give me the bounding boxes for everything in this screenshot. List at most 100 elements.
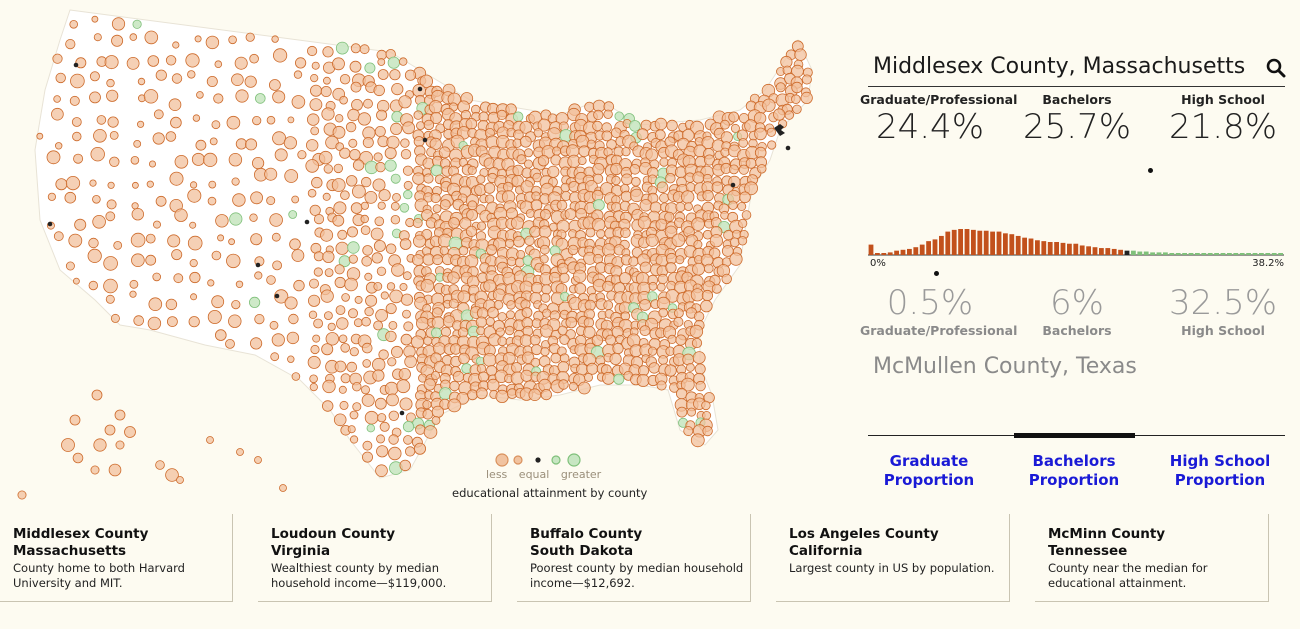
- county-bubble[interactable]: [385, 330, 397, 343]
- county-bubble[interactable]: [111, 34, 124, 47]
- county-bubble[interactable]: [346, 361, 358, 373]
- county-bubble[interactable]: [189, 271, 201, 284]
- county-bubble[interactable]: [322, 192, 331, 201]
- county-bubble[interactable]: [691, 337, 703, 349]
- county-bubble[interactable]: [390, 214, 401, 225]
- county-bubble[interactable]: [711, 283, 722, 294]
- county-bubble[interactable]: [254, 93, 266, 104]
- county-bubble[interactable]: [171, 73, 183, 84]
- county-bubble[interactable]: [690, 288, 705, 302]
- county-bubble[interactable]: [431, 316, 445, 330]
- county-bubble[interactable]: [648, 281, 658, 291]
- histogram-bar[interactable]: [1239, 253, 1245, 255]
- county-bubble[interactable]: [404, 446, 416, 457]
- county-bubble[interactable]: [447, 398, 462, 413]
- attainment-histogram[interactable]: [868, 225, 1288, 260]
- county-bubble[interactable]: [452, 370, 465, 383]
- county-bubble[interactable]: [291, 249, 305, 262]
- histogram-bar[interactable]: [1150, 252, 1155, 255]
- county-bubble[interactable]: [291, 95, 306, 109]
- county-bubble[interactable]: [235, 280, 244, 288]
- county-bubble[interactable]: [657, 273, 669, 285]
- county-bubble[interactable]: [264, 167, 278, 181]
- county-bubble[interactable]: [373, 281, 383, 291]
- county-bubble[interactable]: [269, 320, 279, 330]
- county-bubble[interactable]: [334, 360, 347, 373]
- county-bubble[interactable]: [313, 318, 324, 329]
- county-bubble[interactable]: [340, 190, 350, 201]
- histogram-bar[interactable]: [932, 239, 938, 255]
- county-bubble[interactable]: [92, 215, 106, 229]
- county-bubble[interactable]: [429, 137, 442, 150]
- county-bubble[interactable]: [254, 313, 265, 325]
- histogram-bar[interactable]: [1143, 251, 1149, 255]
- county-bubble[interactable]: [687, 407, 697, 417]
- county-bubble[interactable]: [155, 460, 165, 470]
- county-bubble[interactable]: [106, 199, 117, 210]
- county-bubble[interactable]: [423, 425, 438, 439]
- county-bubble[interactable]: [376, 266, 387, 277]
- county-bubble[interactable]: [307, 294, 321, 307]
- county-bubble[interactable]: [675, 334, 687, 346]
- county-bubble[interactable]: [74, 218, 87, 231]
- county-bubble[interactable]: [693, 239, 703, 249]
- county-bubble[interactable]: [702, 425, 713, 437]
- county-bubble[interactable]: [610, 162, 623, 176]
- county-bubble[interactable]: [656, 181, 669, 194]
- histogram-bar[interactable]: [951, 229, 957, 255]
- county-bubble[interactable]: [506, 300, 516, 310]
- histogram-bar[interactable]: [1207, 253, 1213, 255]
- county-bubble[interactable]: [313, 251, 324, 262]
- county-bubble[interactable]: [350, 81, 362, 93]
- histogram-bar[interactable]: [1188, 253, 1194, 255]
- county-bubble[interactable]: [165, 298, 178, 311]
- county-bubble[interactable]: [413, 136, 425, 147]
- county-bubble[interactable]: [483, 182, 496, 194]
- county-bubble[interactable]: [524, 148, 534, 158]
- county-bubble[interactable]: [148, 297, 163, 312]
- county-bubble[interactable]: [203, 152, 218, 167]
- county-bubble[interactable]: [521, 307, 533, 318]
- county-bubble[interactable]: [493, 300, 504, 310]
- county-bubble[interactable]: [68, 233, 83, 248]
- histogram-bar[interactable]: [1182, 253, 1187, 255]
- county-bubble[interactable]: [359, 44, 370, 55]
- county-bubble[interactable]: [476, 174, 486, 184]
- county-bubble[interactable]: [89, 91, 101, 104]
- county-bubble[interactable]: [762, 98, 776, 113]
- county-bubble[interactable]: [720, 147, 730, 158]
- county-bubble[interactable]: [516, 249, 526, 259]
- county-bubble[interactable]: [174, 155, 189, 169]
- county-bubble[interactable]: [621, 173, 633, 186]
- card-loudoun[interactable]: Loudoun County Virginia Wealthiest count…: [258, 514, 492, 602]
- county-bubble[interactable]: [525, 208, 535, 218]
- county-bubble[interactable]: [137, 77, 146, 86]
- county-bubble[interactable]: [65, 38, 76, 50]
- county-bubble[interactable]: [126, 57, 140, 70]
- county-bubble[interactable]: [231, 299, 241, 310]
- county-bubble[interactable]: [286, 331, 300, 345]
- county-bubble[interactable]: [211, 295, 225, 309]
- county-bubble[interactable]: [410, 335, 424, 349]
- county-bubble[interactable]: [132, 19, 142, 29]
- county-bubble[interactable]: [398, 367, 411, 381]
- county-bubble[interactable]: [130, 156, 140, 165]
- county-bubble[interactable]: [169, 171, 184, 186]
- county-bubble[interactable]: [423, 173, 434, 184]
- county-bubble[interactable]: [250, 337, 263, 350]
- county-bubble[interactable]: [476, 326, 486, 336]
- county-bubble[interactable]: [249, 53, 259, 64]
- county-bubble[interactable]: [351, 99, 363, 111]
- county-bubble[interactable]: [109, 130, 119, 140]
- county-bubble[interactable]: [331, 178, 346, 192]
- county-bubble[interactable]: [419, 74, 434, 89]
- county-bubble[interactable]: [547, 165, 560, 178]
- county-bubble[interactable]: [675, 255, 685, 265]
- county-bubble[interactable]: [656, 282, 666, 292]
- county-bubble[interactable]: [737, 236, 748, 246]
- county-bubble[interactable]: [529, 334, 541, 346]
- histogram-bar[interactable]: [939, 235, 944, 255]
- county-bubble[interactable]: [609, 352, 622, 365]
- county-bubble[interactable]: [350, 202, 363, 214]
- histogram-bar[interactable]: [1028, 238, 1034, 255]
